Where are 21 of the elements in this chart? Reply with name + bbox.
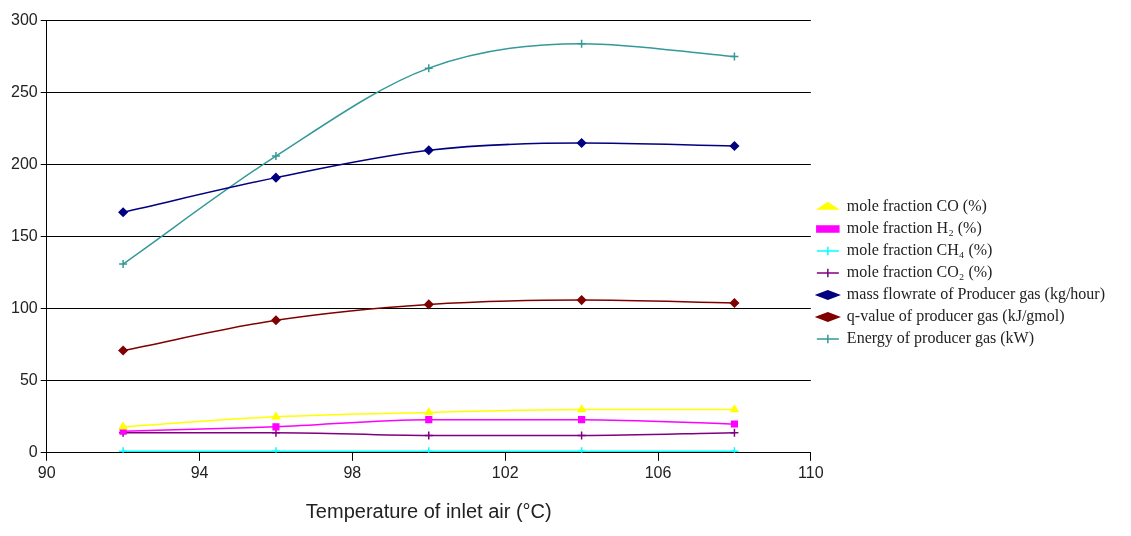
- y-tick-label: 150: [10, 227, 38, 245]
- y-tick-label: 100: [10, 299, 38, 317]
- y-tick-label: 0: [28, 443, 38, 461]
- x-tick-label: 94: [190, 463, 209, 481]
- legend-label: mass flowrate of Producer gas (kg/hour): [846, 285, 1106, 304]
- x-tick-label: 110: [798, 463, 824, 481]
- x-tick-label: 90: [37, 463, 56, 481]
- legend-label: Energy of producer gas (kW): [846, 329, 1035, 348]
- y-tick-label: 250: [10, 83, 38, 101]
- legend-label: mole fraction H₂ (%): [846, 219, 982, 238]
- x-tick-label: 106: [644, 463, 672, 481]
- y-tick-label: 300: [10, 11, 38, 29]
- legend-label: mole fraction CO₂ (%): [846, 263, 993, 282]
- x-tick-label: 98: [343, 463, 362, 481]
- legend-label: mole fraction CO (%): [846, 197, 987, 216]
- legend-label: mole fraction CH₄ (%): [846, 241, 993, 260]
- y-tick-label: 200: [10, 155, 38, 173]
- y-tick-label: 50: [19, 371, 38, 389]
- legend-label: q-value of producer gas (kJ/gmol): [846, 307, 1065, 326]
- x-tick-label: 102: [491, 463, 519, 481]
- x-axis-title: Temperature of inlet air (°C): [305, 499, 552, 522]
